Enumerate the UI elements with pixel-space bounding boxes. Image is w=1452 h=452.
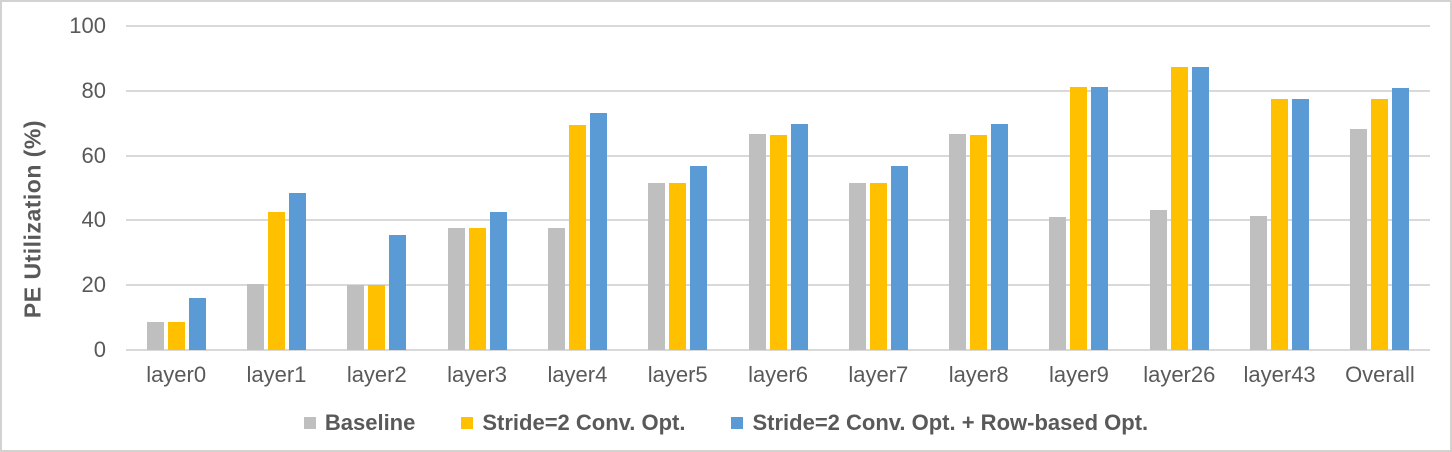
bar-group-layer7 <box>828 26 928 350</box>
bar-group-layer0 <box>126 26 226 350</box>
x-label-layer4: layer4 <box>547 362 608 387</box>
x-label-layer6: layer6 <box>748 362 808 387</box>
bar-Overall-series0 <box>1350 129 1368 350</box>
bar-layer43-series0 <box>1250 215 1268 350</box>
x-label-layer5: layer5 <box>647 362 708 387</box>
bar-group-layer2 <box>327 26 427 350</box>
bar-layer1-series1 <box>267 212 285 350</box>
bar-layer2-series1 <box>368 284 386 350</box>
bar-layer4-series1 <box>568 125 586 350</box>
x-label-layer8: layer8 <box>948 362 1009 387</box>
legend-item-1: Stride=2 Conv. Opt. <box>461 410 685 436</box>
bar-group-layer26 <box>1129 26 1229 350</box>
gridline-80 <box>126 89 1430 92</box>
y-tick-label-60: 60 <box>81 142 106 168</box>
legend-label-2: Stride=2 Conv. Opt. + Row-based Opt. <box>752 410 1149 435</box>
bar-layer26-series0 <box>1149 210 1167 350</box>
bar-layer8-series2 <box>991 123 1009 350</box>
bar-Overall-series1 <box>1371 98 1389 350</box>
bar-layer6-series2 <box>790 123 808 350</box>
bar-layer0-series0 <box>146 321 164 350</box>
bar-layer5-series0 <box>648 182 666 350</box>
bar-Overall-series2 <box>1392 87 1410 350</box>
bar-group-layer3 <box>427 26 527 350</box>
x-label-layer7: layer7 <box>848 362 909 387</box>
bar-layer7-series0 <box>848 182 866 350</box>
bar-group-layer8 <box>929 26 1029 350</box>
bar-layer9-series1 <box>1070 86 1088 350</box>
bar-group-Overall <box>1330 26 1430 350</box>
plot-area <box>126 25 1430 351</box>
bar-layer2-series2 <box>389 235 407 350</box>
y-tick-label-40: 40 <box>81 207 106 233</box>
y-tick-label-20: 20 <box>81 272 106 298</box>
x-label-layer0: layer0 <box>146 362 207 387</box>
legend-swatch-icon <box>303 417 316 429</box>
bar-group-layer9 <box>1029 26 1129 350</box>
bar-layer6-series1 <box>769 134 787 350</box>
bar-layer5-series2 <box>690 165 708 350</box>
bar-group-layer5 <box>628 26 728 350</box>
bar-layer4-series2 <box>589 113 607 350</box>
bar-layer6-series0 <box>748 133 766 350</box>
bar-layer3-series0 <box>447 227 465 350</box>
bar-groups <box>126 26 1430 350</box>
bar-layer7-series1 <box>869 182 887 350</box>
legend-item-0: Baseline <box>303 410 416 436</box>
bar-layer3-series1 <box>468 227 486 350</box>
x-label-Overall: Overall <box>1345 362 1415 387</box>
y-tick-label-100: 100 <box>69 13 106 38</box>
bar-layer9-series0 <box>1049 216 1067 350</box>
bar-layer7-series2 <box>890 165 908 350</box>
gridline-100 <box>126 25 1430 27</box>
bar-layer3-series2 <box>489 211 507 350</box>
gridline-0 <box>126 349 1430 351</box>
legend: Baseline Stride=2 Conv. Opt. Stride=2 Conv… <box>2 406 1450 440</box>
y-tick-label-80: 80 <box>81 77 106 103</box>
legend-label-0: Baseline <box>324 410 416 435</box>
bar-layer4-series0 <box>547 227 565 350</box>
x-label-layer2: layer2 <box>346 362 407 387</box>
bar-layer26-series2 <box>1191 67 1209 350</box>
bar-layer2-series0 <box>347 284 365 350</box>
legend-swatch-icon <box>461 417 474 429</box>
bar-layer0-series2 <box>188 297 206 350</box>
y-tick-label-0: 0 <box>93 337 106 362</box>
x-label-layer43: layer43 <box>1243 362 1316 387</box>
bar-layer1-series0 <box>246 284 264 350</box>
bar-layer43-series2 <box>1292 98 1310 350</box>
bar-layer8-series1 <box>970 134 988 350</box>
bar-layer1-series2 <box>288 193 306 350</box>
y-axis-title: PE Utilization (%) <box>19 119 46 319</box>
bar-group-layer4 <box>527 26 627 350</box>
bar-group-layer1 <box>226 26 326 350</box>
x-axis-labels: layer0 layer1 layer2 layer3 layer4 layer5 laye… <box>126 362 1430 388</box>
bar-group-layer43 <box>1229 26 1329 350</box>
bar-layer0-series1 <box>167 321 185 350</box>
bar-layer9-series2 <box>1091 86 1109 350</box>
x-label-layer1: layer1 <box>246 362 307 387</box>
bar-layer43-series1 <box>1271 98 1289 350</box>
bar-layer5-series1 <box>669 182 687 350</box>
legend-swatch-icon <box>731 417 744 429</box>
bar-layer26-series1 <box>1170 67 1188 350</box>
x-label-layer9: layer9 <box>1049 362 1109 387</box>
bar-group-layer6 <box>728 26 828 350</box>
legend-label-1: Stride=2 Conv. Opt. <box>482 410 686 435</box>
bar-layer8-series0 <box>949 133 967 350</box>
x-label-layer26: layer26 <box>1143 362 1216 387</box>
legend-item-2: Stride=2 Conv. Opt. + Row-based Opt. <box>731 410 1148 436</box>
x-label-layer3: layer3 <box>447 362 508 387</box>
